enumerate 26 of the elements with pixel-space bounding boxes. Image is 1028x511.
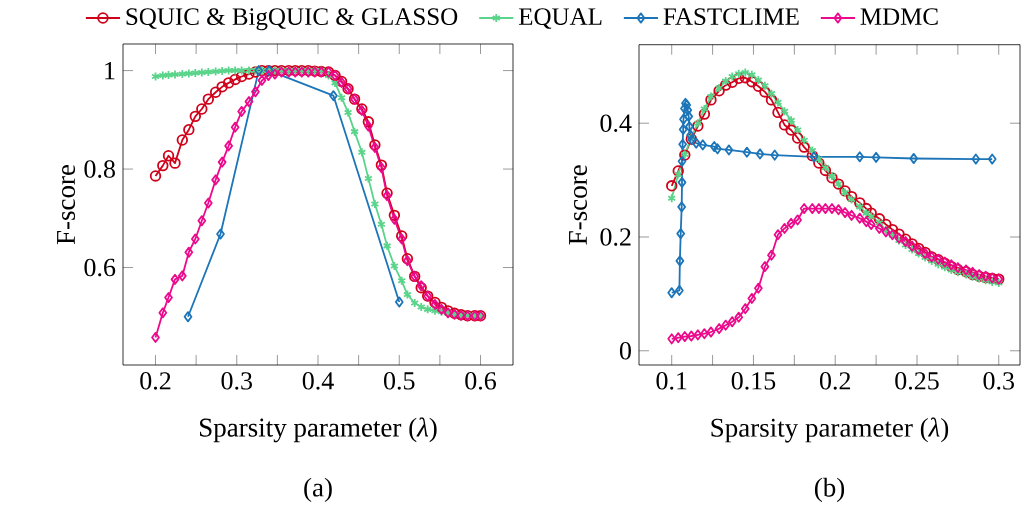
legend-label: SQUIC & BigQUIC & GLASSO	[126, 8, 458, 31]
x-tick-label: 0.3	[221, 372, 252, 390]
x-tick-label: 0.6	[465, 372, 496, 390]
y-tick-label: 1	[105, 62, 115, 80]
x-tick-label: 0.5	[384, 372, 415, 390]
x-axis-title: Sparsity parameter (λ)	[200, 417, 437, 443]
y-tick-label: 0.4	[600, 114, 632, 133]
y-tick-label: 0.6	[84, 258, 116, 277]
text: (b)	[814, 477, 845, 503]
legend-label: MDMC	[860, 8, 938, 26]
text: (a)	[304, 477, 332, 503]
x-tick-label: 0.2	[819, 372, 851, 390]
x-axis-title: Sparsity parameter (λ)	[711, 417, 949, 443]
legend-label: EQUAL	[518, 8, 602, 29]
x-tick-label: 0.3	[983, 372, 1014, 390]
y-tick-label: 0.8	[84, 160, 115, 178]
y-axis-title: F-score	[57, 164, 76, 245]
legend-label: FASTCLIME	[663, 8, 799, 26]
x-tick-label: 0.2	[140, 372, 171, 390]
x-tick-label: 0.15	[731, 372, 776, 390]
y-tick-label: 0.2	[600, 228, 631, 246]
y-axis-title: F-score	[569, 165, 587, 245]
x-tick-label: 0.1	[656, 372, 687, 390]
x-tick-label: 0.4	[302, 372, 334, 390]
y-tick-label: 0	[619, 342, 631, 360]
x-tick-label: 0.25	[895, 372, 939, 390]
